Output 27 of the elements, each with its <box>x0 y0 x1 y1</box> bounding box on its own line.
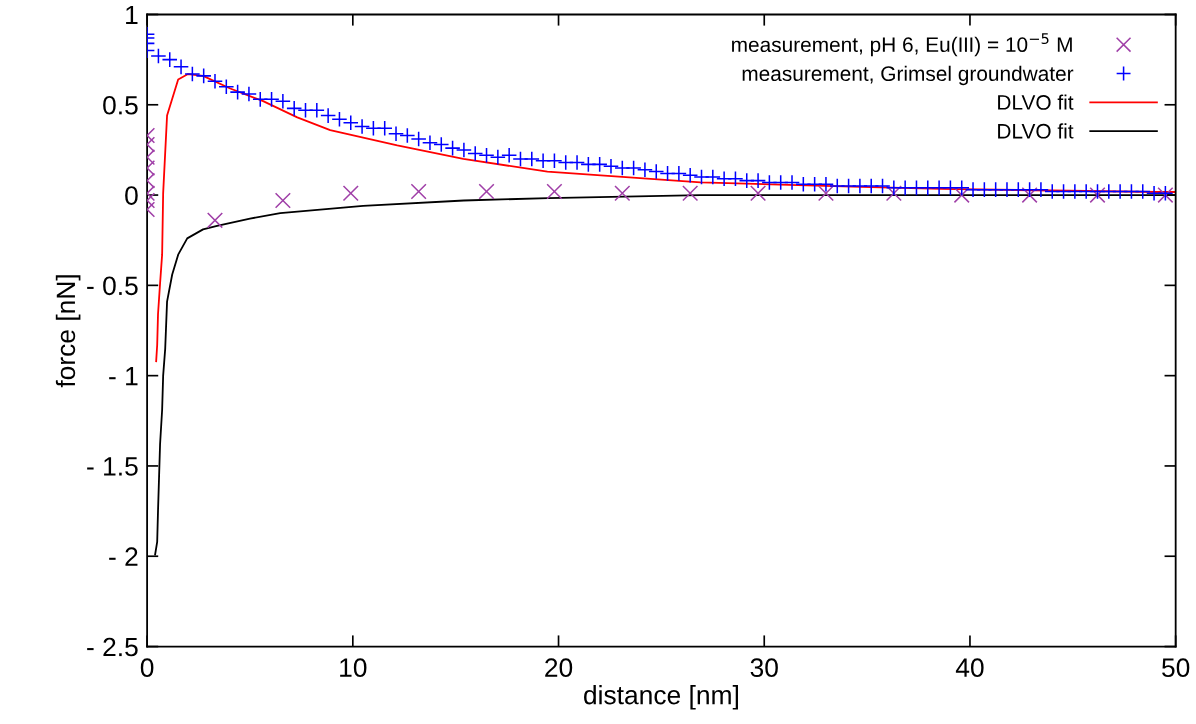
y-tick-label: - 1 <box>109 367 138 386</box>
y-axis-title: force [nN] <box>55 275 81 388</box>
point <box>682 185 699 202</box>
legend-label: measurement, pH 6, Eu(III) = 10$^{−5}$ M <box>732 33 1072 57</box>
y-tick-label: 1 <box>126 5 138 25</box>
point <box>750 185 767 202</box>
point <box>614 185 631 202</box>
y-tick-label: - 0.5 <box>87 276 138 296</box>
point <box>1089 187 1106 204</box>
x-tick-label: 20 <box>545 658 573 678</box>
y-tick-label: - 1.5 <box>87 457 138 476</box>
point <box>546 183 563 200</box>
x-tick-label: 10 <box>340 658 367 678</box>
point <box>1021 187 1038 204</box>
legend-label: DLVO fit <box>998 94 1074 110</box>
x-tick-label: 40 <box>955 658 984 678</box>
y-tick-label: - 2 <box>109 547 138 566</box>
x-tick-label: 0 <box>140 658 154 678</box>
y-tick-label: 0 <box>125 186 138 205</box>
x-axis-title: distance [nm] <box>584 685 738 710</box>
x-tick-label: 30 <box>750 658 778 678</box>
y-tick-label: - 2.5 <box>87 637 138 657</box>
y-tick-label: 0.5 <box>103 95 138 115</box>
x-tick-label: 50 <box>1162 658 1190 678</box>
legend-label: measurement, Grimsel groundwater <box>742 65 1074 86</box>
point <box>817 185 835 202</box>
legend-label: DLVO fit <box>998 123 1074 139</box>
